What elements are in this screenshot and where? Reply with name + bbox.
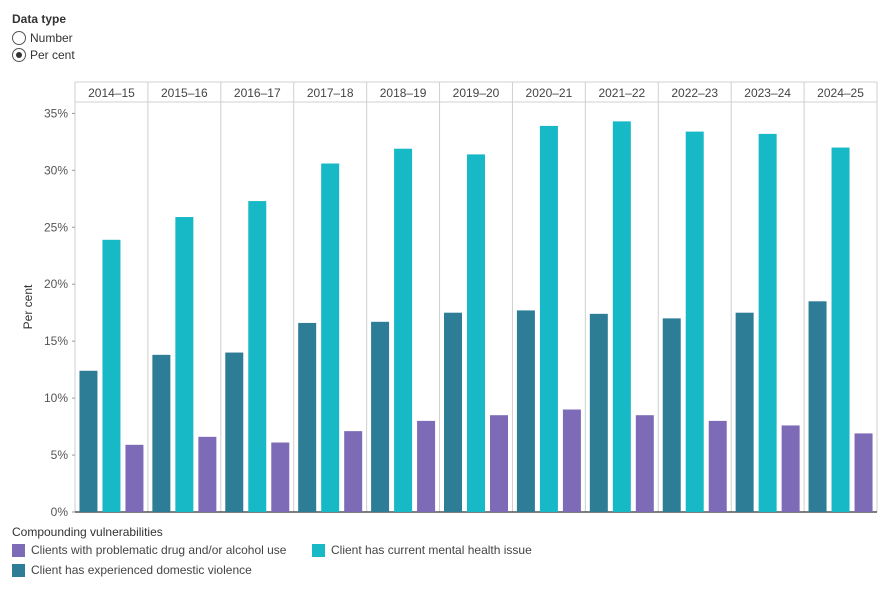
bar-clients-with-problematic-drug-and-or-alcohol-use bbox=[781, 425, 800, 512]
bar-clients-with-problematic-drug-and-or-alcohol-use bbox=[635, 415, 654, 512]
y-tick-label: 30% bbox=[44, 163, 68, 177]
bar-client-has-experienced-domestic-violence bbox=[371, 321, 390, 512]
legend-swatch-domestic-violence bbox=[12, 563, 25, 577]
bar-client-has-experienced-domestic-violence bbox=[444, 312, 462, 512]
bar-client-has-experienced-domestic-violence bbox=[662, 318, 681, 512]
bar-client-has-experienced-domestic-violence bbox=[808, 301, 827, 512]
bar-client-has-experienced-domestic-violence bbox=[516, 310, 535, 512]
bar-client-has-experienced-domestic-violence bbox=[225, 352, 244, 512]
legend-item-domestic-violence[interactable]: Client has experienced domestic violence bbox=[12, 563, 312, 577]
bar-client-has-current-mental-health-issue bbox=[831, 147, 850, 513]
bar-client-has-current-mental-health-issue bbox=[685, 131, 704, 512]
legend: Compounding vulnerabilities Clients with… bbox=[12, 525, 572, 577]
radio-option-per-cent[interactable]: Per cent bbox=[12, 46, 75, 63]
y-tick-label: 15% bbox=[44, 334, 68, 348]
bar-client-has-current-mental-health-issue bbox=[248, 201, 267, 513]
bar-clients-with-problematic-drug-and-or-alcohol-use bbox=[125, 444, 144, 512]
bar-clients-with-problematic-drug-and-or-alcohol-use bbox=[344, 431, 363, 512]
bar-clients-with-problematic-drug-and-or-alcohol-use bbox=[198, 436, 217, 512]
y-tick-label: 25% bbox=[44, 220, 68, 234]
y-tick-label: 10% bbox=[44, 391, 68, 405]
category-label: 2022–23 bbox=[671, 86, 718, 100]
bar-clients-with-problematic-drug-and-or-alcohol-use bbox=[854, 433, 873, 512]
legend-label-domestic-violence: Client has experienced domestic violence bbox=[31, 563, 252, 577]
bar-client-has-experienced-domestic-violence bbox=[152, 354, 171, 512]
bar-clients-with-problematic-drug-and-or-alcohol-use bbox=[417, 420, 436, 512]
y-tick-label: 0% bbox=[51, 505, 69, 519]
y-tick-label: 5% bbox=[51, 448, 69, 462]
bar-clients-with-problematic-drug-and-or-alcohol-use bbox=[490, 415, 508, 512]
radio-label-per-cent: Per cent bbox=[30, 47, 75, 62]
bar-client-has-experienced-domestic-violence bbox=[79, 370, 98, 512]
y-axis-label: Per cent bbox=[21, 284, 35, 329]
legend-item-mental-health[interactable]: Client has current mental health issue bbox=[312, 543, 572, 557]
category-label: 2015–16 bbox=[161, 86, 208, 100]
legend-item-drug-alcohol[interactable]: Clients with problematic drug and/or alc… bbox=[12, 543, 312, 557]
radio-option-number[interactable]: Number bbox=[12, 29, 75, 46]
bar-client-has-current-mental-health-issue bbox=[612, 121, 631, 512]
legend-swatch-drug-alcohol bbox=[12, 543, 25, 557]
bar-clients-with-problematic-drug-and-or-alcohol-use bbox=[562, 409, 581, 512]
bar-clients-with-problematic-drug-and-or-alcohol-use bbox=[708, 420, 727, 512]
bar-client-has-experienced-domestic-violence bbox=[298, 322, 317, 512]
category-label: 2020–21 bbox=[526, 86, 573, 100]
bar-client-has-experienced-domestic-violence bbox=[589, 313, 608, 512]
legend-label-mental-health: Client has current mental health issue bbox=[331, 543, 532, 557]
bar-client-has-current-mental-health-issue bbox=[175, 217, 194, 512]
bar-client-has-current-mental-health-issue bbox=[394, 148, 413, 512]
bar-clients-with-problematic-drug-and-or-alcohol-use bbox=[271, 442, 290, 512]
filter-title: Data type bbox=[12, 12, 67, 26]
legend-swatch-mental-health bbox=[312, 543, 325, 557]
category-label: 2023–24 bbox=[744, 86, 791, 100]
category-label: 2021–22 bbox=[598, 86, 645, 100]
y-tick-label: 35% bbox=[44, 106, 68, 120]
radio-button-per-cent[interactable] bbox=[12, 47, 26, 62]
legend-label-drug-alcohol: Clients with problematic drug and/or alc… bbox=[31, 543, 287, 557]
bar-client-has-current-mental-health-issue bbox=[467, 154, 485, 512]
radio-label-number: Number bbox=[30, 30, 73, 45]
bar-client-has-current-mental-health-issue bbox=[321, 163, 340, 512]
y-tick-label: 20% bbox=[44, 277, 68, 291]
bar-client-has-current-mental-health-issue bbox=[758, 133, 777, 512]
category-label: 2016–17 bbox=[234, 86, 281, 100]
bar-client-has-experienced-domestic-violence bbox=[735, 312, 754, 512]
category-label: 2024–25 bbox=[817, 86, 864, 100]
data-type-filter: Data type Number Per cent bbox=[12, 12, 75, 63]
category-label: 2017–18 bbox=[307, 86, 354, 100]
radio-button-number[interactable] bbox=[12, 30, 26, 45]
category-label: 2014–15 bbox=[88, 86, 135, 100]
legend-title: Compounding vulnerabilities bbox=[12, 525, 163, 539]
category-label: 2018–19 bbox=[380, 86, 427, 100]
bar-client-has-current-mental-health-issue bbox=[102, 239, 121, 513]
category-label: 2019–20 bbox=[453, 86, 500, 100]
bar-client-has-current-mental-health-issue bbox=[539, 125, 558, 513]
